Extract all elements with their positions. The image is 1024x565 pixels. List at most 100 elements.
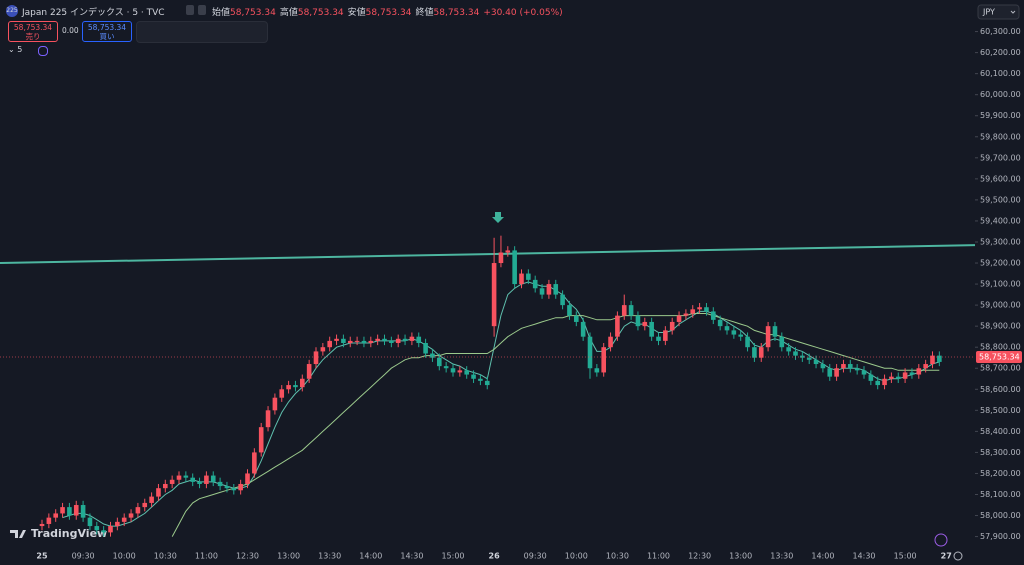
candle-body xyxy=(731,330,737,335)
candle-body xyxy=(306,364,312,379)
y-tick-label: 60,300.00 xyxy=(980,27,1021,36)
candle-body xyxy=(443,366,449,369)
candle-body xyxy=(258,427,264,453)
candle-body xyxy=(135,507,141,514)
candle-body xyxy=(498,252,504,264)
candle-body xyxy=(752,347,757,358)
candle-body xyxy=(217,481,223,487)
candle-body xyxy=(395,338,401,343)
sell-button[interactable]: 58,753.34 売り xyxy=(8,21,58,42)
candle-body xyxy=(848,364,853,369)
y-tick-label: 59,800.00 xyxy=(980,132,1021,141)
candle-body xyxy=(628,305,634,316)
candle-body xyxy=(546,284,552,295)
candle-body xyxy=(834,368,839,377)
ohlc-value: 58,753.34 xyxy=(230,8,276,18)
last-price-label: 58,753.34 xyxy=(979,353,1020,362)
candle-body xyxy=(909,372,915,375)
candle-body xyxy=(341,338,346,343)
candle-body xyxy=(108,526,113,533)
y-tick-label: 57,900.00 xyxy=(980,532,1021,541)
candle-body xyxy=(224,486,230,489)
buy-button[interactable]: 58,753.34 買い xyxy=(82,21,132,42)
candle-body xyxy=(916,368,922,375)
candle-body xyxy=(245,473,250,484)
candle-body xyxy=(347,340,353,343)
ohlc-value: 58,753.34 xyxy=(433,8,480,18)
candle-body xyxy=(142,502,148,508)
y-tick-label: 59,300.00 xyxy=(980,237,1021,246)
interval-row[interactable]: ⌄ 5 xyxy=(8,45,23,54)
y-tick-label: 59,500.00 xyxy=(980,195,1021,204)
candle-body xyxy=(717,319,723,327)
candle-body xyxy=(279,389,285,398)
brand-logo: TradingView xyxy=(10,527,107,540)
candle-body xyxy=(800,355,805,358)
x-tick-label: 12:30 xyxy=(236,552,259,561)
candle-body xyxy=(210,475,216,482)
candle-body xyxy=(642,321,648,327)
y-tick-label: 58,300.00 xyxy=(980,448,1021,457)
moving-average xyxy=(62,281,940,527)
y-tick-label: 58,500.00 xyxy=(980,406,1021,415)
candle-body xyxy=(758,347,764,358)
candle-body xyxy=(389,340,394,343)
x-tick-label: 13:30 xyxy=(318,552,341,561)
x-tick-label: 10:00 xyxy=(565,552,588,561)
x-tick-label: 14:30 xyxy=(852,552,875,561)
candle-body xyxy=(300,378,305,388)
buy-label: 買い xyxy=(99,32,115,41)
indicator-icon[interactable] xyxy=(38,46,48,56)
candle-body xyxy=(745,336,750,348)
candle-body xyxy=(711,311,716,320)
brand: TradingView xyxy=(31,527,107,540)
candle-body xyxy=(416,336,422,343)
candle-body xyxy=(327,340,332,348)
x-tick-label: 15:00 xyxy=(441,552,464,561)
x-tick-label: 09:30 xyxy=(72,552,95,561)
y-tick-label: 59,400.00 xyxy=(980,216,1021,225)
plot-area xyxy=(0,235,976,537)
candle-body xyxy=(663,330,668,341)
candle-body xyxy=(827,368,833,377)
candle-body xyxy=(690,309,696,314)
menu-icon[interactable] xyxy=(198,5,206,15)
symbol[interactable]: Japan 225 インデックス · 5 · TVC xyxy=(22,8,165,18)
x-tick-label: 27 xyxy=(941,552,952,561)
candle-body xyxy=(60,507,65,514)
candle-body xyxy=(902,372,908,379)
eye-icon[interactable] xyxy=(186,5,194,15)
candle-body xyxy=(923,364,928,369)
ohlc-value: 58,753.34 xyxy=(365,8,412,18)
ohlc-label: 安値 xyxy=(347,8,366,18)
candle-body xyxy=(861,370,867,375)
interval: 5 xyxy=(17,45,23,54)
buy-price: 58,753.34 xyxy=(87,23,127,32)
x-tick-label: 11:00 xyxy=(195,552,218,561)
y-tick-label: 58,700.00 xyxy=(980,364,1021,373)
x-tick-label: 15:00 xyxy=(894,552,917,561)
candle-body xyxy=(697,307,702,310)
candle-body xyxy=(738,334,743,337)
y-tick-label: 59,000.00 xyxy=(980,301,1021,310)
candle-body xyxy=(539,288,545,295)
candle-body xyxy=(937,355,942,362)
candle-body xyxy=(265,410,271,428)
candle-body xyxy=(621,305,627,316)
candle-body xyxy=(676,315,682,322)
candle-body xyxy=(39,523,45,527)
settings-icon[interactable] xyxy=(953,551,963,561)
currency-box[interactable] xyxy=(977,4,1020,20)
candle-body xyxy=(594,368,600,373)
trend-line xyxy=(0,244,976,265)
candle-body xyxy=(765,326,771,348)
sell-price: 58,753.34 xyxy=(13,23,53,32)
y-tick-label: 60,100.00 xyxy=(980,69,1021,78)
candle-body xyxy=(478,378,483,381)
ohlc-label: 高値 xyxy=(279,8,298,18)
replay-icon[interactable] xyxy=(934,533,948,547)
candle-body xyxy=(553,284,559,295)
x-tick-label: 26 xyxy=(489,552,501,561)
candle-body xyxy=(80,505,86,518)
candle-body xyxy=(854,368,860,371)
